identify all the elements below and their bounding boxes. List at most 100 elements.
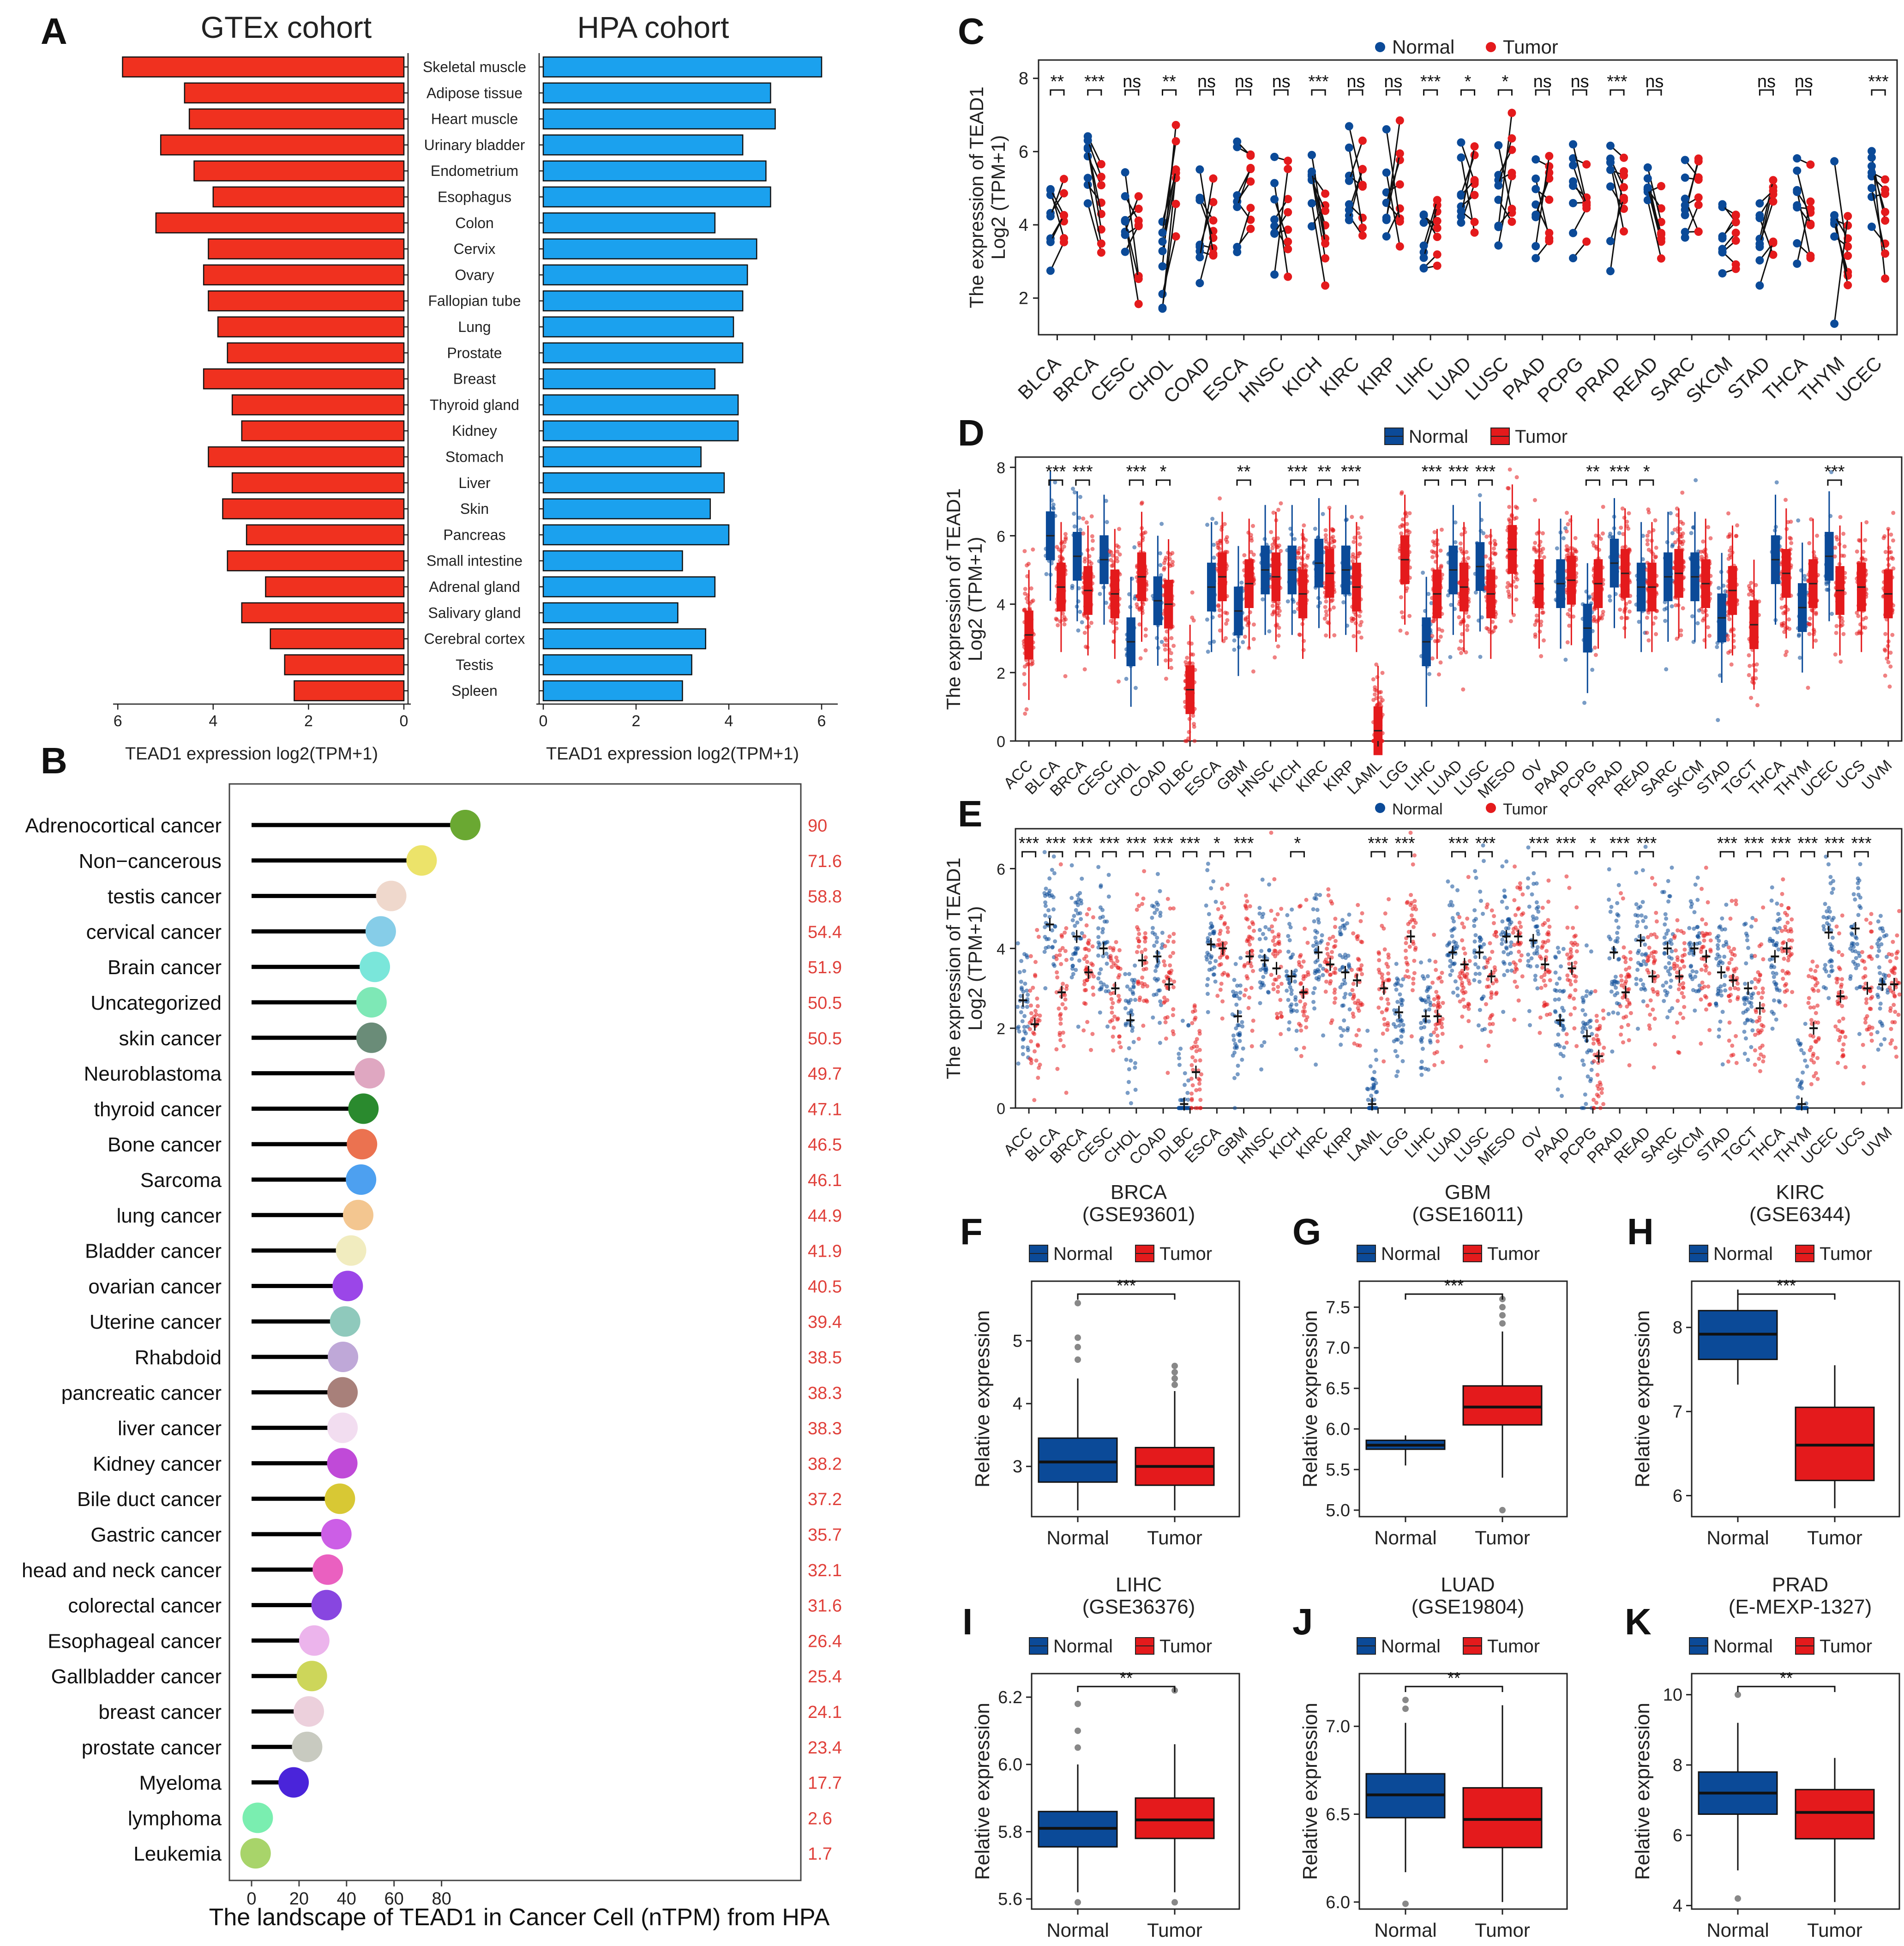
jitter-point <box>1236 1063 1240 1068</box>
jitter-point <box>1287 922 1291 926</box>
panel-letter-b: B <box>41 740 67 781</box>
jitter-point <box>1807 541 1812 546</box>
jitter-point <box>1430 656 1435 661</box>
jitter-point <box>1426 996 1431 1001</box>
jitter-point <box>1279 1011 1283 1015</box>
pair-line <box>1087 140 1102 177</box>
normal-point <box>1606 237 1615 246</box>
jitter-point <box>1117 1040 1122 1045</box>
tumor-point <box>1508 205 1516 213</box>
jitter-point <box>1222 522 1227 526</box>
jitter-point <box>1297 1022 1301 1026</box>
significance-label: * <box>1160 462 1167 482</box>
significance-bracket <box>1317 479 1332 486</box>
jitter-point <box>1352 1041 1357 1046</box>
jitter-point <box>1261 912 1266 916</box>
jitter-point <box>1151 1015 1155 1020</box>
tumor-point <box>1806 252 1815 260</box>
jitter-point <box>1258 980 1262 985</box>
normal-point <box>1718 269 1727 278</box>
value-label: 47.1 <box>808 1100 842 1119</box>
jitter-point <box>1070 918 1075 922</box>
jitter-point <box>1206 1010 1210 1014</box>
jitter-point <box>1111 961 1116 966</box>
jitter-point <box>1279 501 1283 506</box>
jitter-point <box>1171 1032 1176 1036</box>
jitter-point <box>1438 660 1443 665</box>
jitter-point <box>1240 1057 1244 1062</box>
jitter-point <box>1270 603 1275 608</box>
jitter-point <box>1027 606 1032 611</box>
jitter-point <box>1057 1006 1061 1011</box>
jitter-point <box>1645 538 1650 542</box>
jitter-point <box>1044 572 1049 577</box>
jitter-point <box>1453 520 1458 525</box>
jitter-point <box>1276 941 1280 946</box>
jitter-point <box>1856 538 1861 542</box>
normal-point <box>1868 168 1876 177</box>
jitter-point <box>1057 547 1061 552</box>
hpa-bar <box>542 446 702 468</box>
pair-line <box>1460 146 1476 217</box>
jitter-point <box>1090 534 1094 539</box>
jitter-point <box>1305 940 1310 945</box>
tumor-point <box>1059 175 1068 183</box>
jitter-point <box>1273 655 1277 660</box>
jitter-point <box>1891 511 1896 515</box>
jitter-point <box>1275 1016 1279 1020</box>
significance-bracket <box>1871 89 1886 96</box>
jitter-point <box>1112 1014 1117 1019</box>
tumor-point <box>1731 217 1740 226</box>
jitter-point <box>1812 627 1816 632</box>
jitter-point <box>1183 739 1188 743</box>
jitter-point <box>1023 711 1027 716</box>
jitter-point <box>1191 713 1195 718</box>
jitter-point <box>1194 1088 1199 1092</box>
jitter-point <box>1566 612 1570 616</box>
normal-point <box>1158 237 1167 246</box>
lollipop-dot <box>299 1625 330 1656</box>
jitter-point <box>1386 1001 1391 1006</box>
jitter-point <box>1267 948 1272 952</box>
jitter-point <box>1154 940 1159 944</box>
normal-point <box>1195 196 1204 205</box>
jitter-point <box>1185 656 1189 660</box>
significance-bracket <box>1155 479 1171 486</box>
normal-point <box>1681 194 1689 203</box>
jitter-point <box>1171 940 1176 944</box>
jitter-point <box>1051 854 1056 859</box>
pair-line <box>1647 200 1662 259</box>
jitter-point <box>1223 921 1227 925</box>
jitter-point <box>1192 1003 1197 1008</box>
jitter-point <box>1377 958 1381 963</box>
jitter-point <box>1356 1006 1360 1010</box>
jitter-point <box>1262 1040 1267 1044</box>
tumor-point <box>1059 238 1068 247</box>
tumor-point <box>1134 300 1143 308</box>
jitter-point <box>1384 1008 1389 1012</box>
jitter-point <box>1106 873 1111 877</box>
hpa-bar <box>542 680 683 701</box>
jitter-point <box>1016 1061 1021 1066</box>
cancer-label: ovarian cancer <box>88 1275 222 1298</box>
tumor-point <box>1508 217 1516 226</box>
jitter-point <box>1679 633 1683 638</box>
tumor-point <box>1731 265 1740 273</box>
jitter-point <box>1381 1031 1385 1036</box>
jitter-point <box>1277 633 1281 638</box>
cancer-label: breast cancer <box>98 1701 222 1723</box>
jitter-point <box>1386 964 1390 969</box>
gtex-bar <box>294 680 405 701</box>
jitter-point <box>1412 971 1417 976</box>
normal-point <box>1121 217 1129 226</box>
cancer-label: Brain cancer <box>108 956 222 979</box>
x-tick-label: 40 <box>337 1889 356 1909</box>
jitter-point <box>1459 651 1463 655</box>
jitter-point <box>1198 1097 1203 1102</box>
jitter-point <box>1689 531 1694 536</box>
jitter-point <box>1370 1077 1375 1081</box>
jitter-point <box>1231 1033 1236 1038</box>
jitter-point <box>1051 895 1056 899</box>
normal-point <box>1345 143 1353 152</box>
jitter-point <box>1155 872 1160 876</box>
